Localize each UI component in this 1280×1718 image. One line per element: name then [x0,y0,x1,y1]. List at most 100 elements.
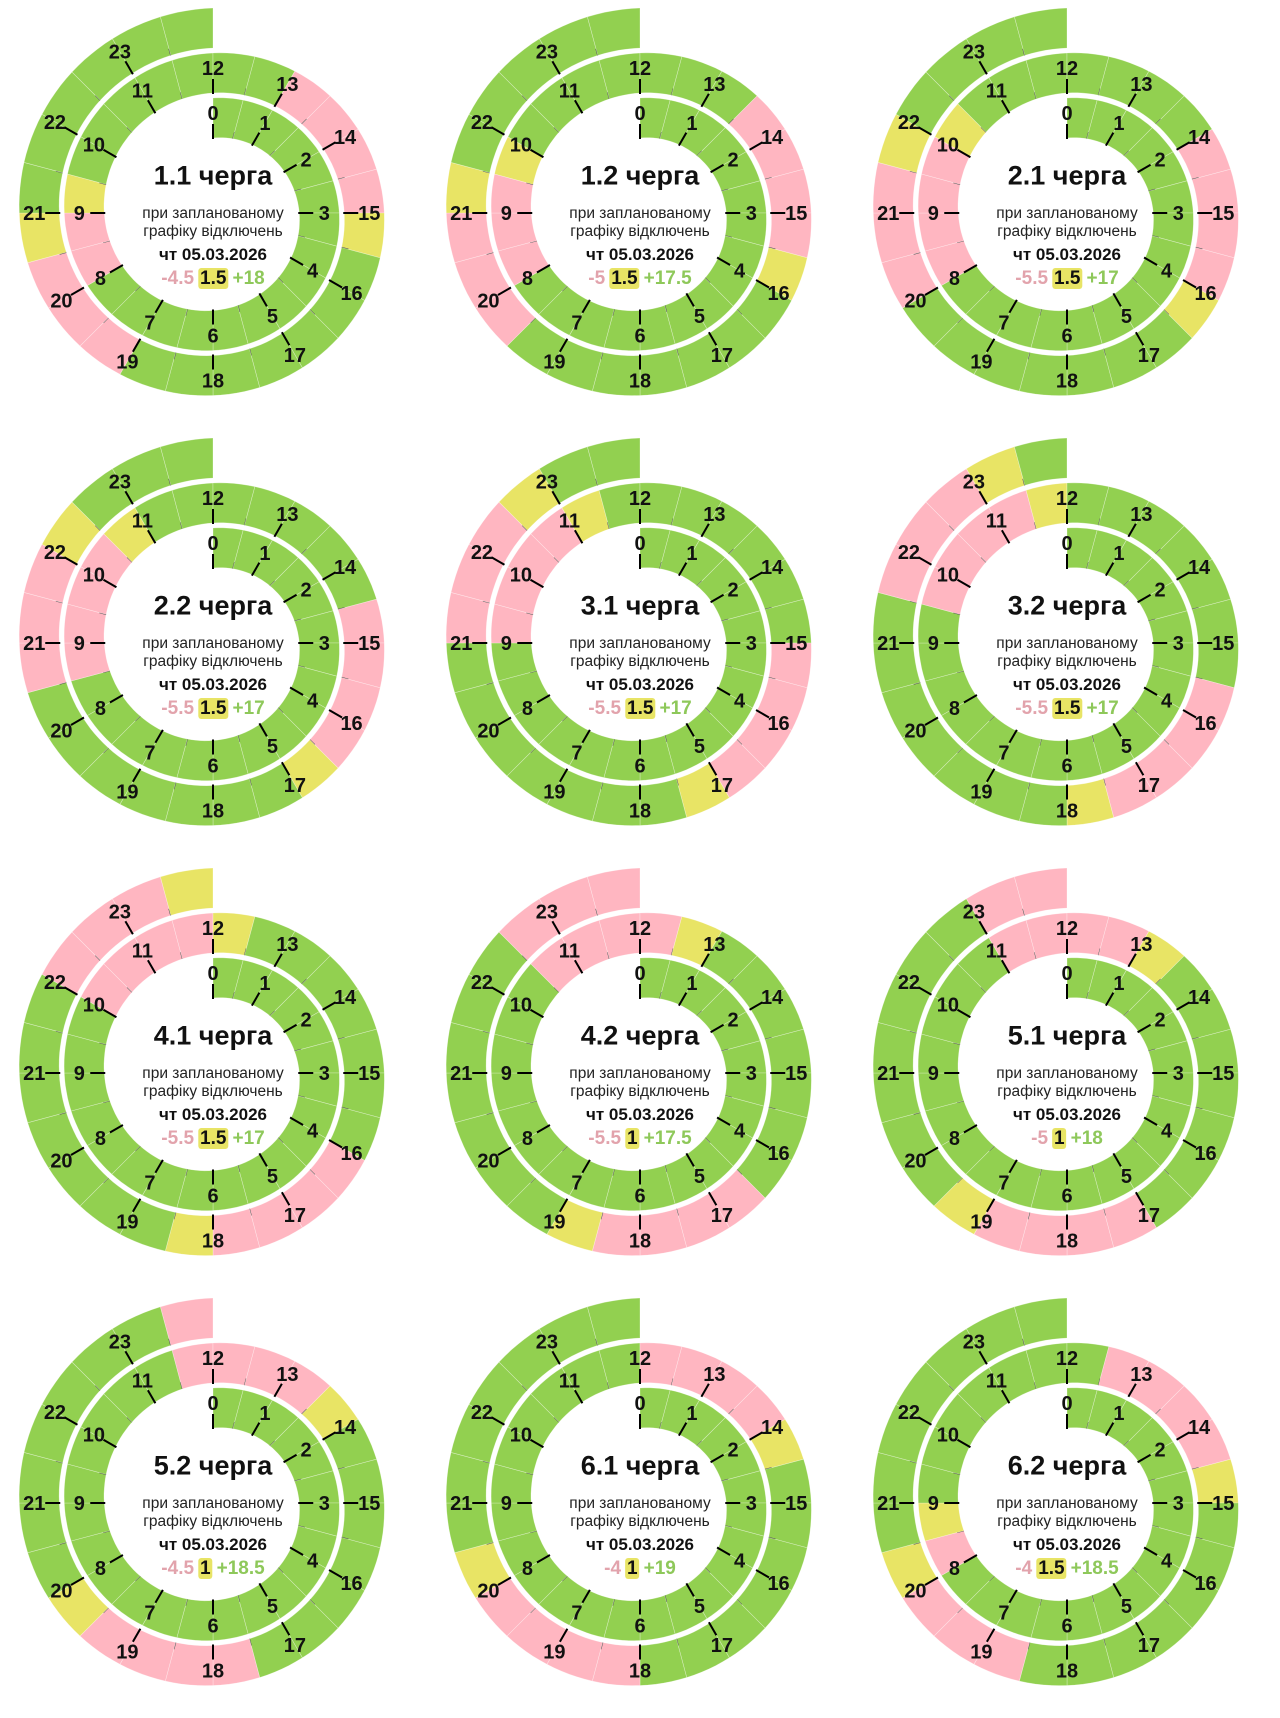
hour-label: 16 [340,1573,362,1595]
half-hour-tick [721,618,729,622]
hour-label: 16 [1194,283,1216,305]
half-hour-tick [1022,478,1026,486]
hour-tick [917,126,932,136]
hour-label: 3 [319,1063,330,1085]
hour-tick [986,1628,996,1643]
segment-off [1014,867,1068,916]
hour-tick [1001,959,1011,974]
hour-tick [281,331,291,346]
hour-label: 8 [522,698,533,720]
half-hour-tick [168,478,172,486]
hour-label: 7 [998,742,1009,764]
half-hour-tick [1022,1338,1026,1346]
half-hour-tick [988,1145,995,1152]
hour-label: 17 [284,1635,306,1657]
hour-tick [536,264,551,274]
hour-label: 20 [477,1581,499,1603]
hours-summary: -5 1.5 +17.5 [588,268,692,290]
on-hours-value: +17 [659,698,692,719]
hour-tick [559,768,569,783]
hour-label: 10 [83,134,105,156]
hour-label: 11 [986,941,1007,963]
hour-label: 12 [629,1348,651,1370]
hour-tick [536,1554,551,1564]
hour-label: 9 [928,1493,939,1515]
hour-tick [917,556,932,566]
hour-label: 3 [319,633,330,655]
hours-summary: -4.5 1 +18.5 [161,1558,265,1580]
half-hour-tick [721,1478,729,1482]
hour-label: 22 [471,542,493,564]
hour-label: 4 [734,1121,746,1143]
hour-label: 4 [1161,1121,1173,1143]
hour-label: 16 [767,1573,789,1595]
hour-tick [322,141,337,151]
hour-label: 5 [1121,1596,1132,1618]
hour-label: 6 [1061,756,1072,778]
hours-summary: -5.5 1.5 +17 [588,698,692,720]
hour-label: 18 [1056,801,1078,823]
hour-tick [978,920,988,935]
hour-label: 22 [898,972,920,994]
hour-label: 4 [1161,691,1173,713]
hour-tick [917,1416,932,1426]
half-hour-tick [1091,735,1095,743]
hour-tick [749,1431,764,1441]
half-hour-tick [664,305,668,313]
hour-label: 9 [74,633,85,655]
hour-label: 18 [202,801,224,823]
hour-tick [1143,686,1158,696]
hour-tick [1182,1139,1197,1149]
hour-tick [559,1628,569,1643]
hour-tick [1105,1422,1115,1437]
half-hour-tick [595,1338,599,1346]
hour-label: 0 [207,533,218,555]
hour-tick [1176,571,1191,581]
hour-label: 17 [711,1205,733,1227]
hour-tick [63,1416,78,1426]
hour-label: 10 [937,564,959,586]
hour-tick [154,1159,164,1174]
half-hour-tick [482,170,490,174]
hour-tick [1137,1453,1152,1464]
hour-tick [1008,1589,1018,1604]
hour-label: 13 [703,1364,725,1386]
hour-tick [978,490,988,505]
half-hour-tick [909,1460,917,1464]
half-hour-tick [55,1460,63,1464]
hour-label: 16 [767,713,789,735]
hours-summary: -4 1 +19 [604,1558,676,1580]
hour-tick [132,768,142,783]
hour-label: 3 [1173,633,1184,655]
schedule-date: чт 05.03.2026 [1012,245,1122,264]
hour-label: 23 [109,42,131,64]
hour-tick [102,1008,117,1019]
hour-label: 22 [44,972,66,994]
hour-tick [281,1621,291,1636]
hour-label: 8 [522,1558,533,1580]
hour-label: 0 [1061,103,1072,125]
chart-title: 5.1 черга [1007,1020,1127,1051]
hour-tick [536,1124,551,1134]
hour-label: 20 [50,721,72,743]
hour-label: 22 [44,542,66,564]
hour-label: 9 [74,1493,85,1515]
hour-label: 6 [1061,326,1072,348]
caption-line-2: графіку відключень [143,1513,283,1530]
half-hour-tick [1123,150,1130,157]
maybe-hours-value: 1 [1052,1128,1067,1149]
half-hour-tick [309,1599,316,1606]
hour-tick [678,1422,688,1437]
caption-line-2: графіку відключень [143,1083,283,1100]
hour-tick [147,959,157,974]
hour-tick [685,292,695,307]
hour-label: 8 [95,268,106,290]
hour-label: 17 [284,345,306,367]
caption-line-1: при запланованому [996,1065,1138,1082]
chart-title: 2.2 черга [153,590,273,621]
hour-label: 20 [904,291,926,313]
hour-label: 9 [74,203,85,225]
